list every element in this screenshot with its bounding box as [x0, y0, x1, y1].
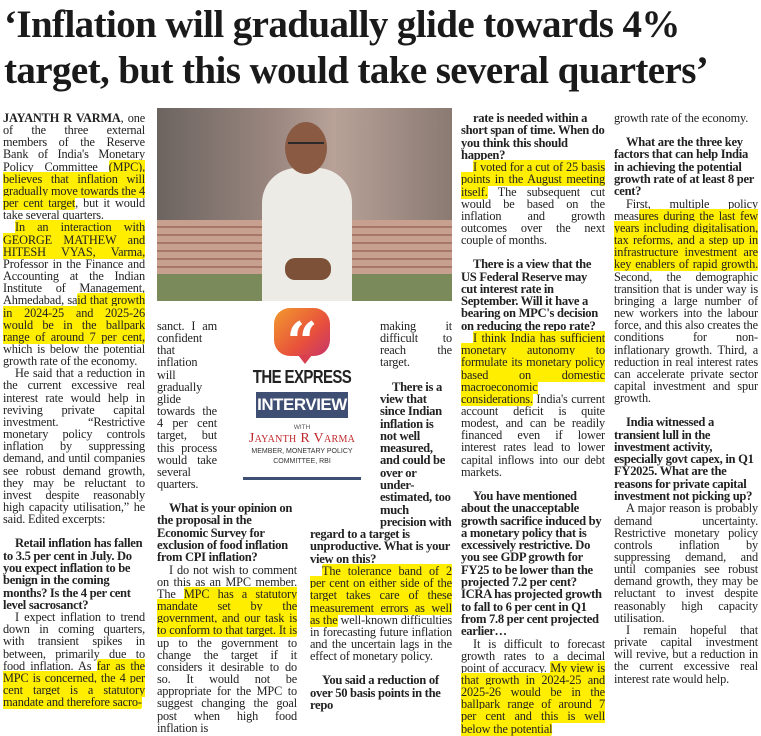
interview-question: What is your opinion on the proposal in …	[157, 501, 297, 565]
text-run: up to the government to change the targe…	[157, 635, 297, 735]
logo-wrap-space	[217, 320, 297, 470]
interview-paragraph: First, multiple policy measures during t…	[614, 196, 758, 406]
text-run: India witnessed a transient lull in the …	[614, 415, 754, 504]
text-run: , but it would take several quarters.	[3, 196, 145, 223]
express-interview-logo: “ THE EXPRESS INTERVIEW WITH Jayanth R V…	[240, 308, 364, 480]
interview-paragraph: I think India has sufficient monetary au…	[461, 331, 605, 479]
interview-paragraph: I do not wish to comment on this as an M…	[157, 562, 297, 735]
interview-paragraph: He said that a reduction in the current …	[3, 367, 145, 525]
logo-label: INTERVIEW	[256, 392, 348, 418]
text-run: First, multiple policy meas	[614, 196, 758, 223]
photo-person-glasses	[288, 142, 324, 150]
interview-paragraph: sanct. I am confident that inflation wil…	[157, 320, 297, 490]
text-run: Professor in the Finance and Accounting …	[3, 256, 145, 308]
text-run: sanct. I am confident that inflation wil…	[157, 319, 217, 492]
article-column-1: JAYANTH R VARMA, one of the three extern…	[3, 112, 145, 710]
text-run: I remain hopeful that private capital in…	[614, 622, 758, 686]
interview-paragraph: I remain hopeful that private capital in…	[614, 624, 758, 685]
text-run: which is below the potential growth rate…	[3, 341, 145, 369]
interview-paragraph: The tolerance band of 2 per cent on eith…	[310, 564, 452, 664]
text-run: rate is needed within a short span of ti…	[461, 111, 605, 162]
text-run: growth rate of the economy.	[614, 111, 749, 125]
interviewee-role-1: MEMBER, MONETARY POLICY	[251, 448, 353, 455]
interviewee-name: Jayanth R Varma	[248, 431, 356, 446]
logo-divider	[243, 477, 361, 480]
logo-wrap-space	[310, 320, 380, 528]
text-run: You have mentioned about the unacceptabl…	[461, 488, 602, 639]
interview-question: rate is needed within a short span of ti…	[461, 112, 605, 161]
text-run: I expect inflation to trend down in comi…	[3, 610, 145, 673]
article-column-2: sanct. I am confident that inflation wil…	[157, 320, 297, 734]
text-run: making it difficult to reach the target.	[380, 319, 452, 370]
logo-with: WITH	[293, 424, 311, 431]
text-run: It is difficult to forecast growth rates…	[461, 636, 605, 675]
interviewee-role-2: COMMITTEE, RBI	[273, 458, 331, 465]
highlighted-text: ures during the last few years including…	[614, 208, 758, 272]
interview-paragraph: growth rate of the economy.	[614, 112, 758, 124]
interview-paragraph: JAYANTH R VARMA, one of the three extern…	[3, 112, 145, 221]
photo-person-body	[262, 168, 352, 301]
text-run: India's current account deficit is quite…	[461, 391, 605, 479]
interview-question: You said a reduction of over 50 basis po…	[310, 674, 452, 711]
text-run: What is your opinion on the proposal in …	[157, 501, 293, 565]
headline: ‘Inflation will gradually glide towards …	[4, 2, 761, 94]
article-column-5: growth rate of the economy. What are the …	[614, 112, 758, 685]
interview-paragraph: I voted for a cut of 25 basis points in …	[461, 160, 605, 248]
text-run: What are the three key factors that can …	[614, 135, 754, 199]
text-run: I do not wish to comment on this as an M…	[157, 562, 297, 601]
interview-question: Retail inflation has fallen to 3.5 per c…	[3, 537, 145, 611]
text-run: Second, the demographic transition that …	[614, 269, 758, 406]
article-column-3: making it difficult to reach the target.…	[310, 320, 452, 711]
interview-question: What are the three key factors that can …	[614, 135, 758, 199]
text-run: Retail inflation has fallen to 3.5 per c…	[3, 536, 143, 612]
headline-line-2: target, but this would take several quar…	[4, 49, 709, 92]
highlighted-text: My view is that growth in 2024-25 and 20…	[461, 660, 605, 736]
interview-question: There is a view that since Indian inflat…	[310, 379, 452, 566]
text-run: The subsequent cut would be based on the…	[461, 184, 605, 248]
text-run: A major reason is probably demand uncert…	[614, 501, 758, 625]
interview-paragraph: A major reason is probably demand uncert…	[614, 502, 758, 624]
text-run: well-known difficulties in forecasting f…	[310, 612, 452, 664]
highlighted-text: In an interaction with GEORGE MATHEW and…	[3, 220, 145, 259]
interview-question: India witnessed a transient lull in the …	[614, 416, 758, 502]
photo-person-head	[285, 122, 327, 174]
text-run: He said that a reduction in the current …	[3, 366, 145, 527]
interview-paragraph: making it difficult to reach the target.	[310, 320, 452, 369]
text-run: , one of the three external members of t…	[3, 111, 145, 174]
interview-question: You have mentioned about the unacceptabl…	[461, 490, 605, 638]
photo-person-arms	[285, 258, 331, 280]
text-run: You said a reduction of over 50 basis po…	[310, 673, 441, 712]
interview-paragraph: It is difficult to forecast growth rates…	[461, 636, 605, 736]
interview-paragraph: I expect inflation to trend down in comi…	[3, 610, 145, 710]
headline-line-1: ‘Inflation will gradually glide towards …	[4, 3, 680, 46]
byline-name: JAYANTH R VARMA	[3, 111, 121, 125]
text-run: There is a view that since Indian inflat…	[310, 379, 452, 566]
portrait-photo	[157, 108, 452, 301]
logo-brand: THE EXPRESS	[252, 366, 352, 389]
interview-paragraph: In an interaction with GEORGE MATHEW and…	[3, 220, 145, 369]
quote-bubble-icon: “	[274, 308, 330, 374]
article-column-4: rate is needed within a short span of ti…	[461, 112, 605, 736]
text-run: There is a view that the US Federal Rese…	[461, 257, 598, 333]
interview-question: There is a view that the US Federal Rese…	[461, 258, 605, 332]
